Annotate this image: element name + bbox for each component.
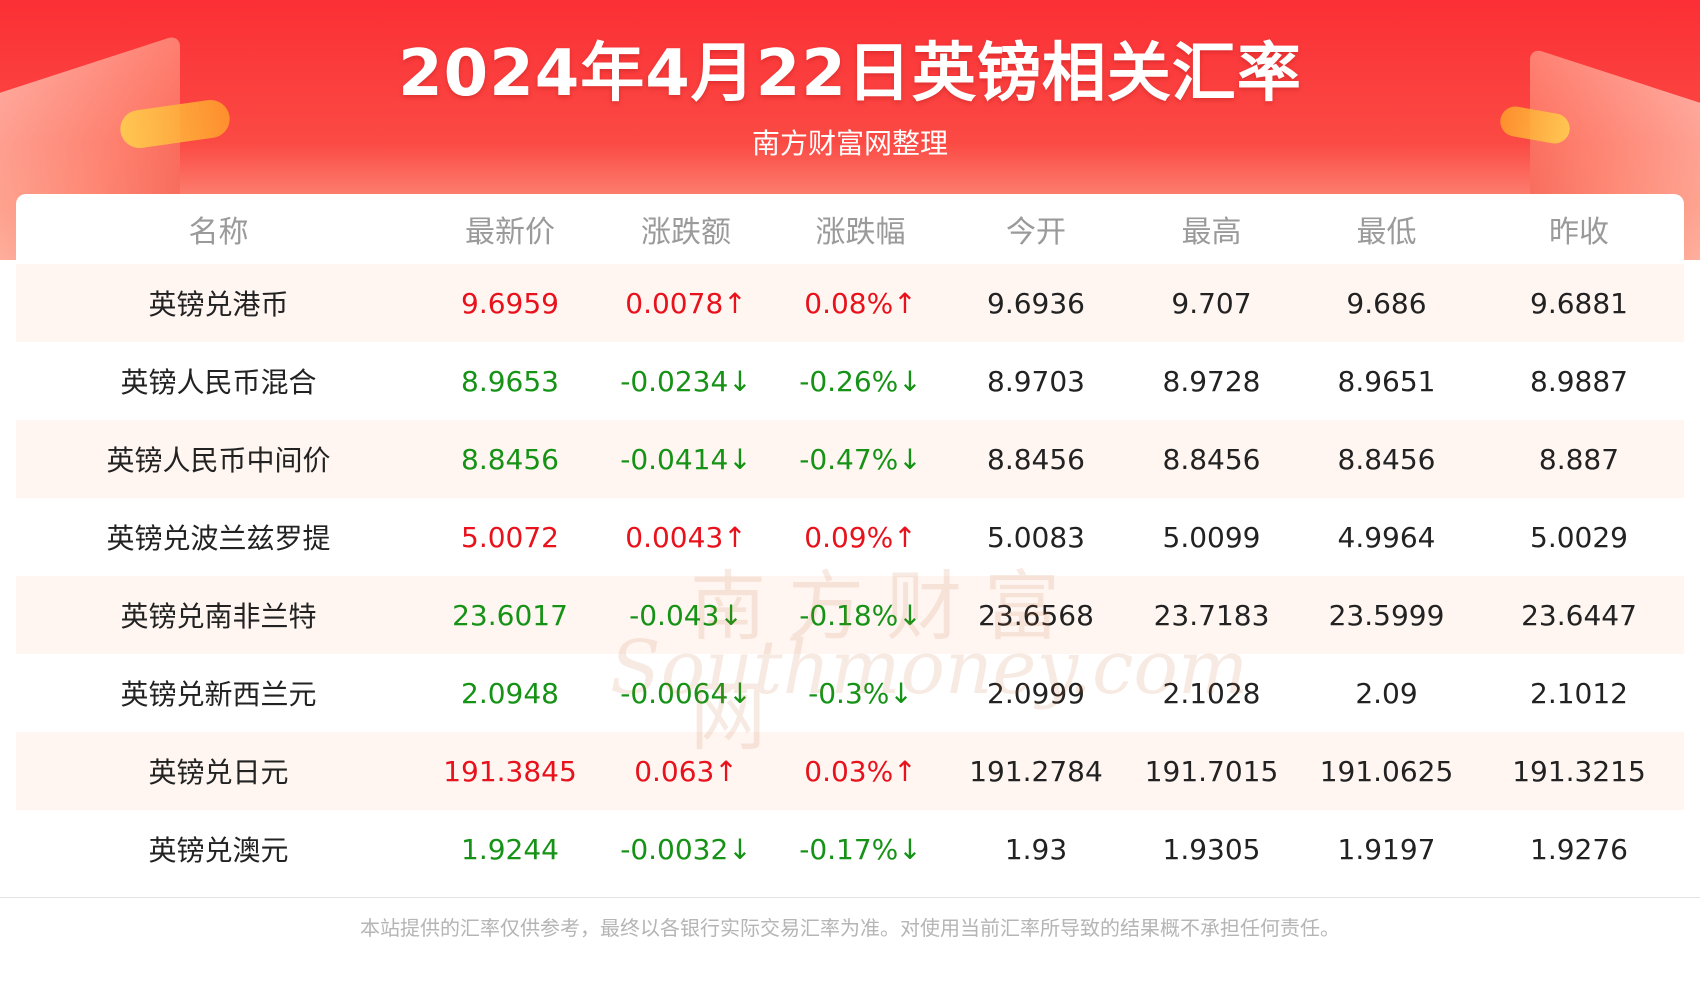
table-row: 英镑兑新西兰元 2.0948 -0.0064↓ -0.3%↓ 2.0999 2.… [16, 654, 1684, 732]
cell-low: 2.09 [1355, 676, 1418, 710]
cell-name: 英镑兑南非兰特 [16, 576, 421, 654]
cell-latest: 8.8456 [421, 420, 599, 498]
cell-open: 23.6568 [948, 576, 1124, 654]
cell-prev-close: 191.3215 [1474, 732, 1684, 810]
cell-change-pct: -0.47%↓ [773, 420, 948, 498]
cell-latest: 191.3845 [421, 732, 599, 810]
cell-high: 2.1028 [1162, 676, 1261, 710]
table-row: 英镑兑波兰兹罗提 5.0072 0.0043↑ 0.09%↑ 5.0083 5.… [16, 498, 1684, 576]
table-row: 英镑兑港币 9.6959 0.0078↑ 0.08%↑ 9.6936 9.707… [16, 264, 1684, 342]
column-header-latest: 最新价 [465, 215, 555, 250]
cell-prev-close: 8.887 [1474, 420, 1684, 498]
table-header-row: 名称 最新价 涨跌额 涨跌幅 今开 最高 最低 昨收 [16, 194, 1684, 264]
cell-open: 8.8456 [948, 420, 1124, 498]
table-row: 英镑人民币中间价 8.8456 -0.0414↓ -0.47%↓ 8.8456 … [16, 420, 1684, 498]
cell-latest: 2.0948 [461, 676, 559, 710]
column-header-name: 名称 [188, 215, 249, 250]
exchange-rate-table: 名称 最新价 涨跌额 涨跌幅 今开 最高 最低 昨收 英镑兑港币 9.6959 … [16, 194, 1684, 888]
column-header-change: 涨跌额 [641, 215, 731, 250]
cell-latest: 1.9244 [461, 832, 559, 866]
cell-low: 8.8456 [1299, 420, 1474, 498]
column-header-low: 最低 [1356, 215, 1417, 250]
cell-open: 1.93 [1004, 832, 1068, 866]
cell-change: -0.0064↓ [620, 676, 752, 710]
cell-name: 英镑兑澳元 [148, 834, 289, 867]
divider [0, 897, 1700, 898]
cell-name: 英镑兑波兰兹罗提 [106, 522, 331, 555]
cell-change: 0.0078↑ [599, 264, 773, 342]
table-row: 英镑兑南非兰特 23.6017 -0.043↓ -0.18%↓ 23.6568 … [16, 576, 1684, 654]
cell-low: 191.0625 [1299, 732, 1474, 810]
cell-open: 8.9703 [987, 364, 1085, 398]
footer-disclaimer: 本站提供的汇率仅供参考，最终以各银行实际交易汇率为准。对使用当前汇率所导致的结果… [360, 916, 1340, 940]
cell-open: 191.2784 [948, 732, 1124, 810]
cell-high: 8.9728 [1162, 364, 1261, 398]
cell-change-pct: -0.3%↓ [808, 676, 913, 710]
table-row: 英镑兑澳元 1.9244 -0.0032↓ -0.17%↓ 1.93 1.930… [16, 810, 1684, 888]
cell-change: -0.0032↓ [620, 832, 752, 866]
cell-change-pct: 0.09%↑ [804, 520, 917, 554]
cell-high: 9.707 [1124, 264, 1299, 342]
cell-open: 2.0999 [987, 676, 1085, 710]
cell-latest: 23.6017 [421, 576, 599, 654]
cell-high: 5.0099 [1162, 520, 1261, 554]
cell-high: 1.9305 [1162, 832, 1261, 866]
cell-open: 9.6936 [948, 264, 1124, 342]
cell-change-pct: -0.26%↓ [799, 364, 922, 398]
cell-name: 英镑兑日元 [16, 732, 421, 810]
cell-low: 4.9964 [1337, 520, 1436, 554]
table-row: 英镑人民币混合 8.9653 -0.0234↓ -0.26%↓ 8.9703 8… [16, 342, 1684, 420]
cell-change-pct: 0.08%↑ [773, 264, 948, 342]
cell-low: 1.9197 [1337, 832, 1436, 866]
cell-high: 23.7183 [1124, 576, 1299, 654]
cell-prev-close: 2.1012 [1530, 676, 1628, 710]
cell-change: -0.0414↓ [599, 420, 773, 498]
cell-name: 英镑兑新西兰元 [120, 678, 317, 711]
table-row: 英镑兑日元 191.3845 0.063↑ 0.03%↑ 191.2784 19… [16, 732, 1684, 810]
cell-latest: 9.6959 [421, 264, 599, 342]
cell-prev-close: 1.9276 [1530, 832, 1628, 866]
cell-low: 8.9651 [1337, 364, 1436, 398]
cell-prev-close: 5.0029 [1530, 520, 1628, 554]
cell-low: 23.5999 [1299, 576, 1474, 654]
column-header-high: 最高 [1181, 215, 1242, 250]
cell-name: 英镑人民币混合 [120, 366, 317, 399]
cell-prev-close: 23.6447 [1474, 576, 1684, 654]
cell-change: -0.0234↓ [620, 364, 752, 398]
column-header-change-pct: 涨跌幅 [815, 215, 906, 250]
cell-change-pct: -0.18%↓ [773, 576, 948, 654]
cell-name: 英镑兑港币 [16, 264, 421, 342]
cell-high: 191.7015 [1124, 732, 1299, 810]
cell-low: 9.686 [1299, 264, 1474, 342]
cell-name: 英镑人民币中间价 [16, 420, 421, 498]
cell-latest: 5.0072 [461, 520, 559, 554]
cell-change: 0.0043↑ [625, 520, 747, 554]
column-header-prev-close: 昨收 [1549, 215, 1609, 250]
cell-change: -0.043↓ [599, 576, 773, 654]
page-subtitle: 南方财富网整理 [751, 127, 948, 160]
cell-high: 8.8456 [1124, 420, 1299, 498]
cell-change-pct: -0.17%↓ [799, 832, 922, 866]
rates-card: 名称 最新价 涨跌额 涨跌幅 今开 最高 最低 昨收 英镑兑港币 9.6959 … [16, 194, 1684, 894]
page-title: 2024年4月22日英镑相关汇率 [398, 37, 1302, 111]
cell-change: 0.063↑ [599, 732, 773, 810]
cell-change-pct: 0.03%↑ [773, 732, 948, 810]
cell-open: 5.0083 [987, 520, 1085, 554]
column-header-open: 今开 [1006, 215, 1066, 250]
cell-prev-close: 8.9887 [1530, 364, 1628, 398]
cell-latest: 8.9653 [461, 364, 559, 398]
cell-prev-close: 9.6881 [1474, 264, 1684, 342]
